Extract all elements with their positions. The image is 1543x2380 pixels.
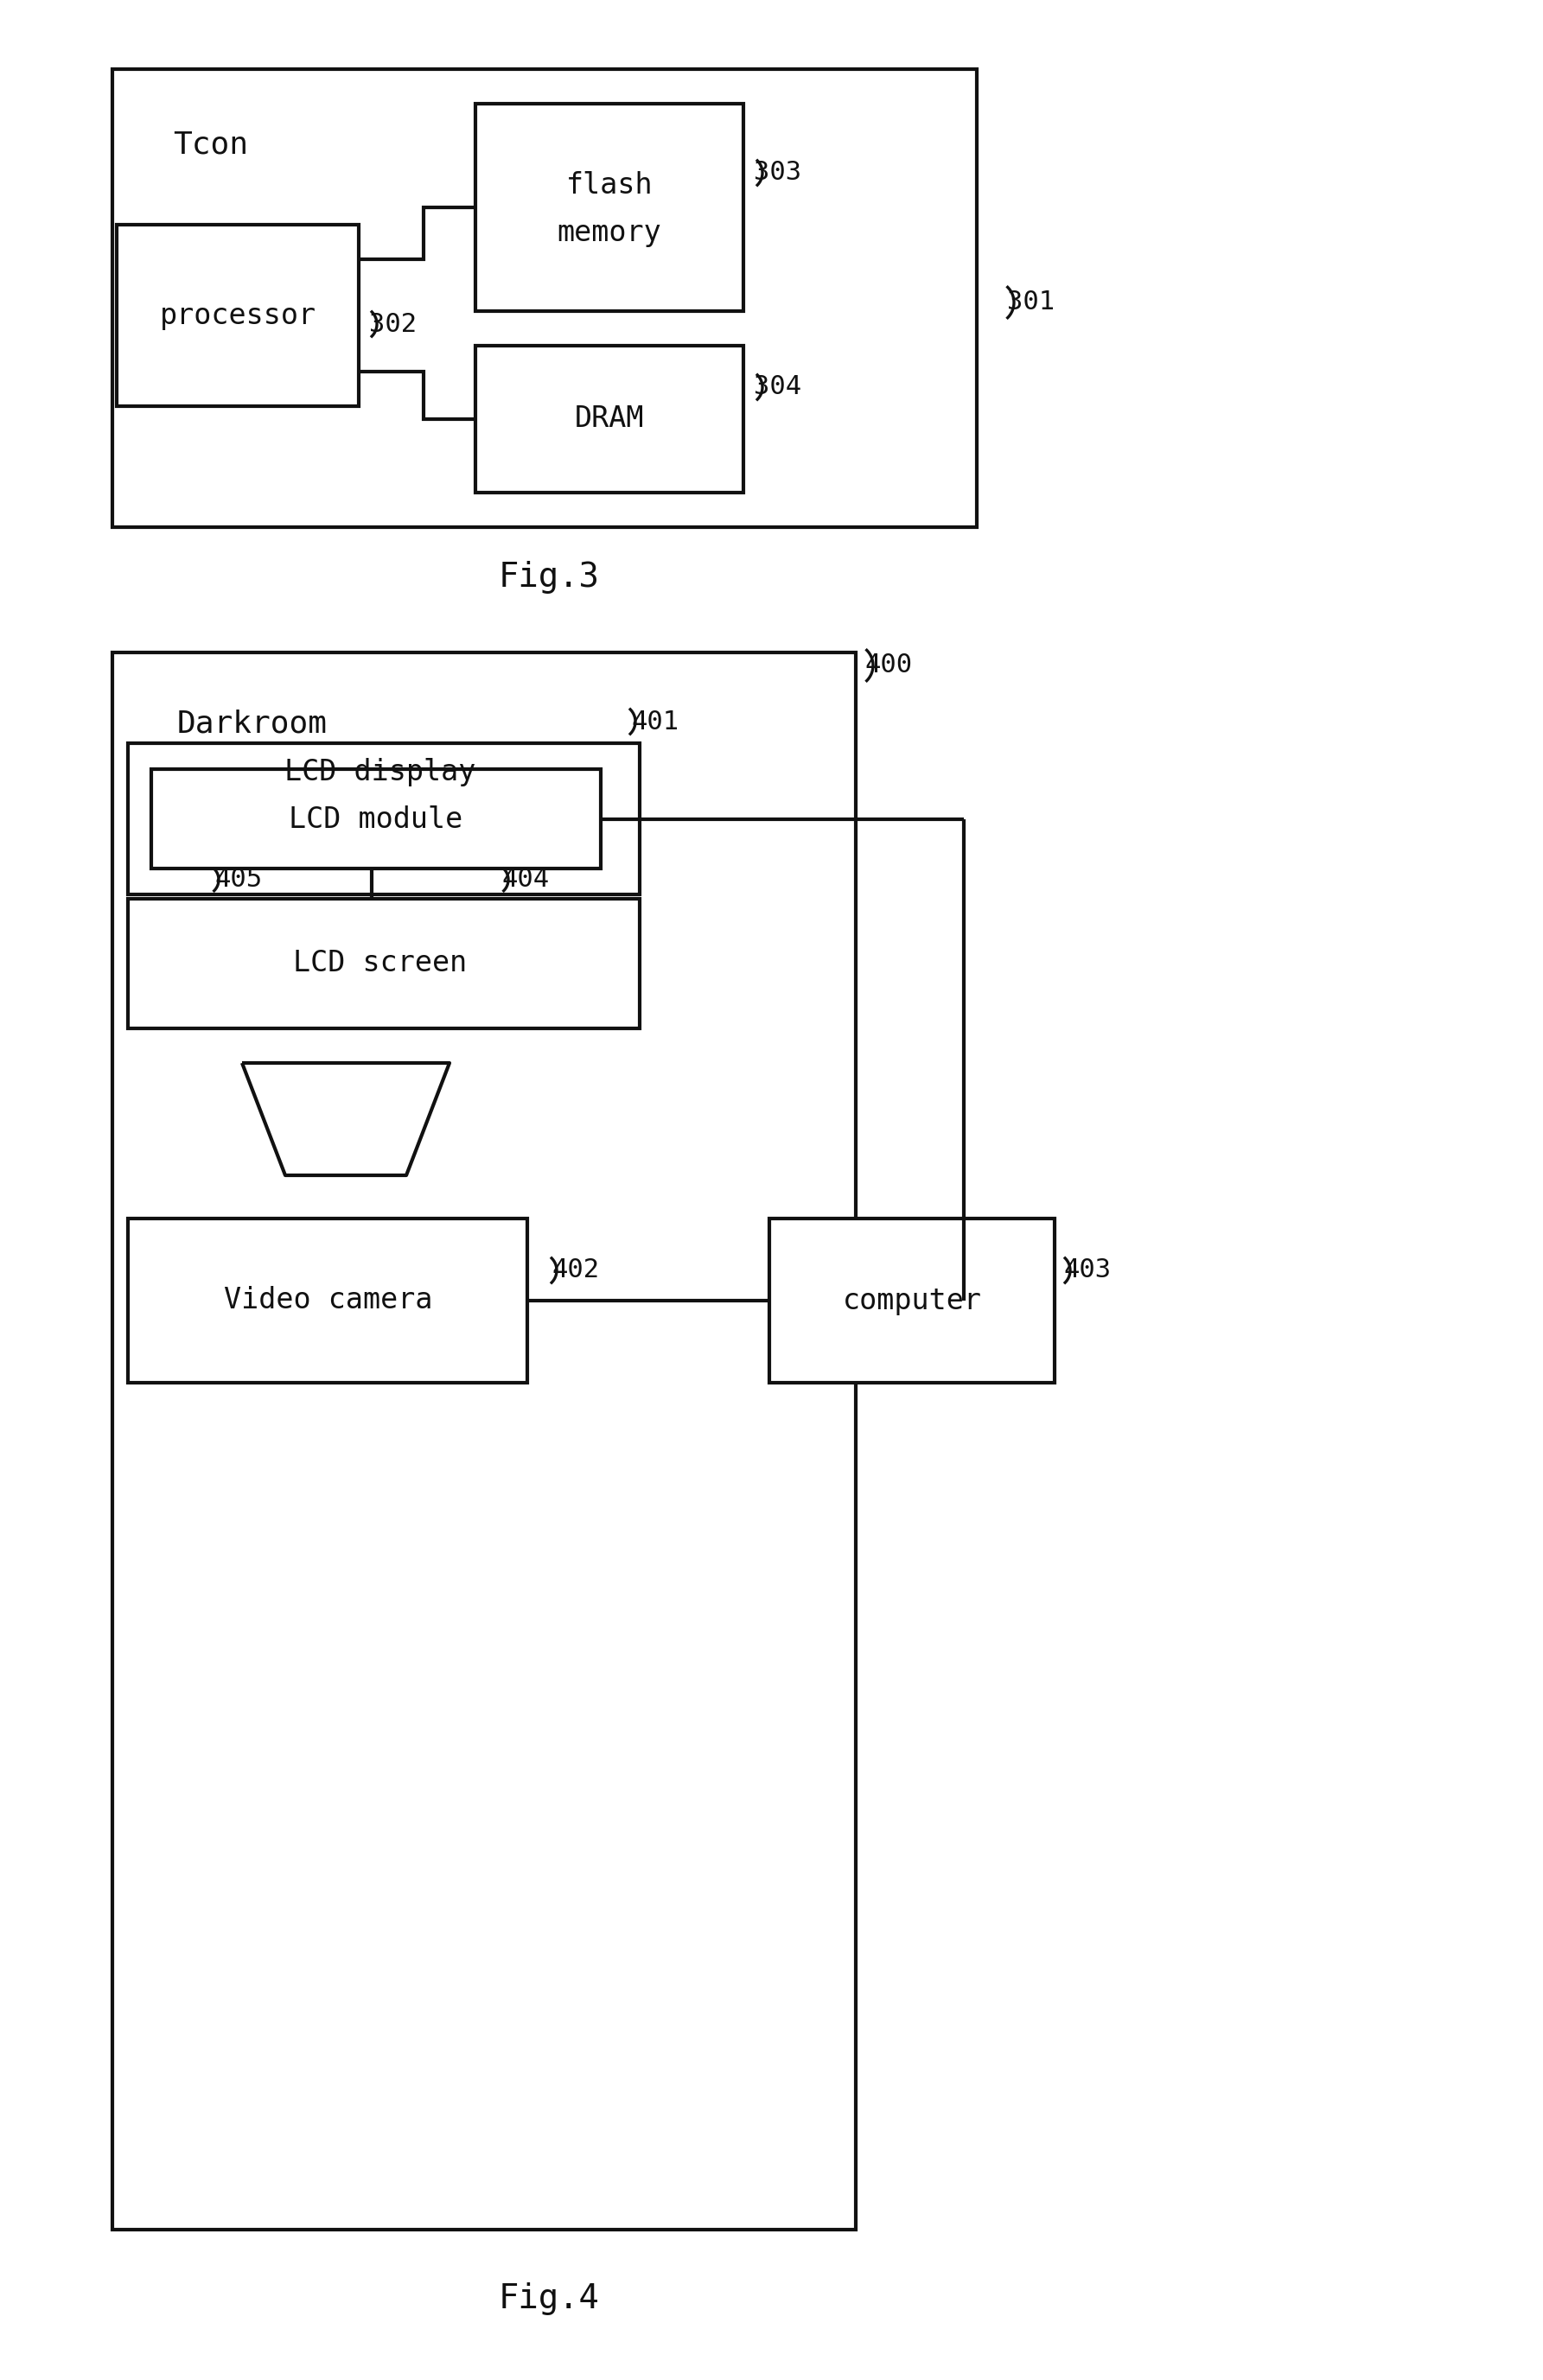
Text: 403: 403 <box>1063 1259 1111 1283</box>
Text: 401: 401 <box>631 709 679 733</box>
Bar <box>117 224 358 407</box>
Text: LCD screen: LCD screen <box>293 950 468 978</box>
Text: 304: 304 <box>755 374 801 400</box>
Text: 303: 303 <box>755 159 801 186</box>
Text: 405: 405 <box>214 866 262 892</box>
Text: 400: 400 <box>864 652 912 678</box>
Text: 302: 302 <box>369 312 417 336</box>
Bar <box>128 1219 528 1383</box>
Bar <box>475 105 744 312</box>
Text: Darkroom: Darkroom <box>177 709 327 738</box>
Bar <box>151 769 600 869</box>
Text: computer: computer <box>842 1285 981 1314</box>
Text: Tcon: Tcon <box>173 129 248 159</box>
Bar <box>113 652 856 2230</box>
Bar <box>475 345 744 493</box>
Text: LCD module: LCD module <box>289 804 463 833</box>
Bar <box>128 900 640 1028</box>
Text: flash: flash <box>566 171 653 200</box>
Bar <box>128 743 640 895</box>
Text: 402: 402 <box>551 1259 599 1283</box>
Text: memory: memory <box>557 219 662 248</box>
Text: Fig.4: Fig.4 <box>498 2282 599 2316</box>
Text: DRAM: DRAM <box>574 405 645 433</box>
Text: Fig.3: Fig.3 <box>498 562 599 593</box>
Bar <box>770 1219 1054 1383</box>
Text: 301: 301 <box>1008 290 1055 314</box>
Bar <box>113 69 977 526</box>
Text: 404: 404 <box>501 866 549 892</box>
Text: LCD display: LCD display <box>284 757 477 785</box>
Text: processor: processor <box>159 302 316 331</box>
Text: Video camera: Video camera <box>224 1285 434 1314</box>
